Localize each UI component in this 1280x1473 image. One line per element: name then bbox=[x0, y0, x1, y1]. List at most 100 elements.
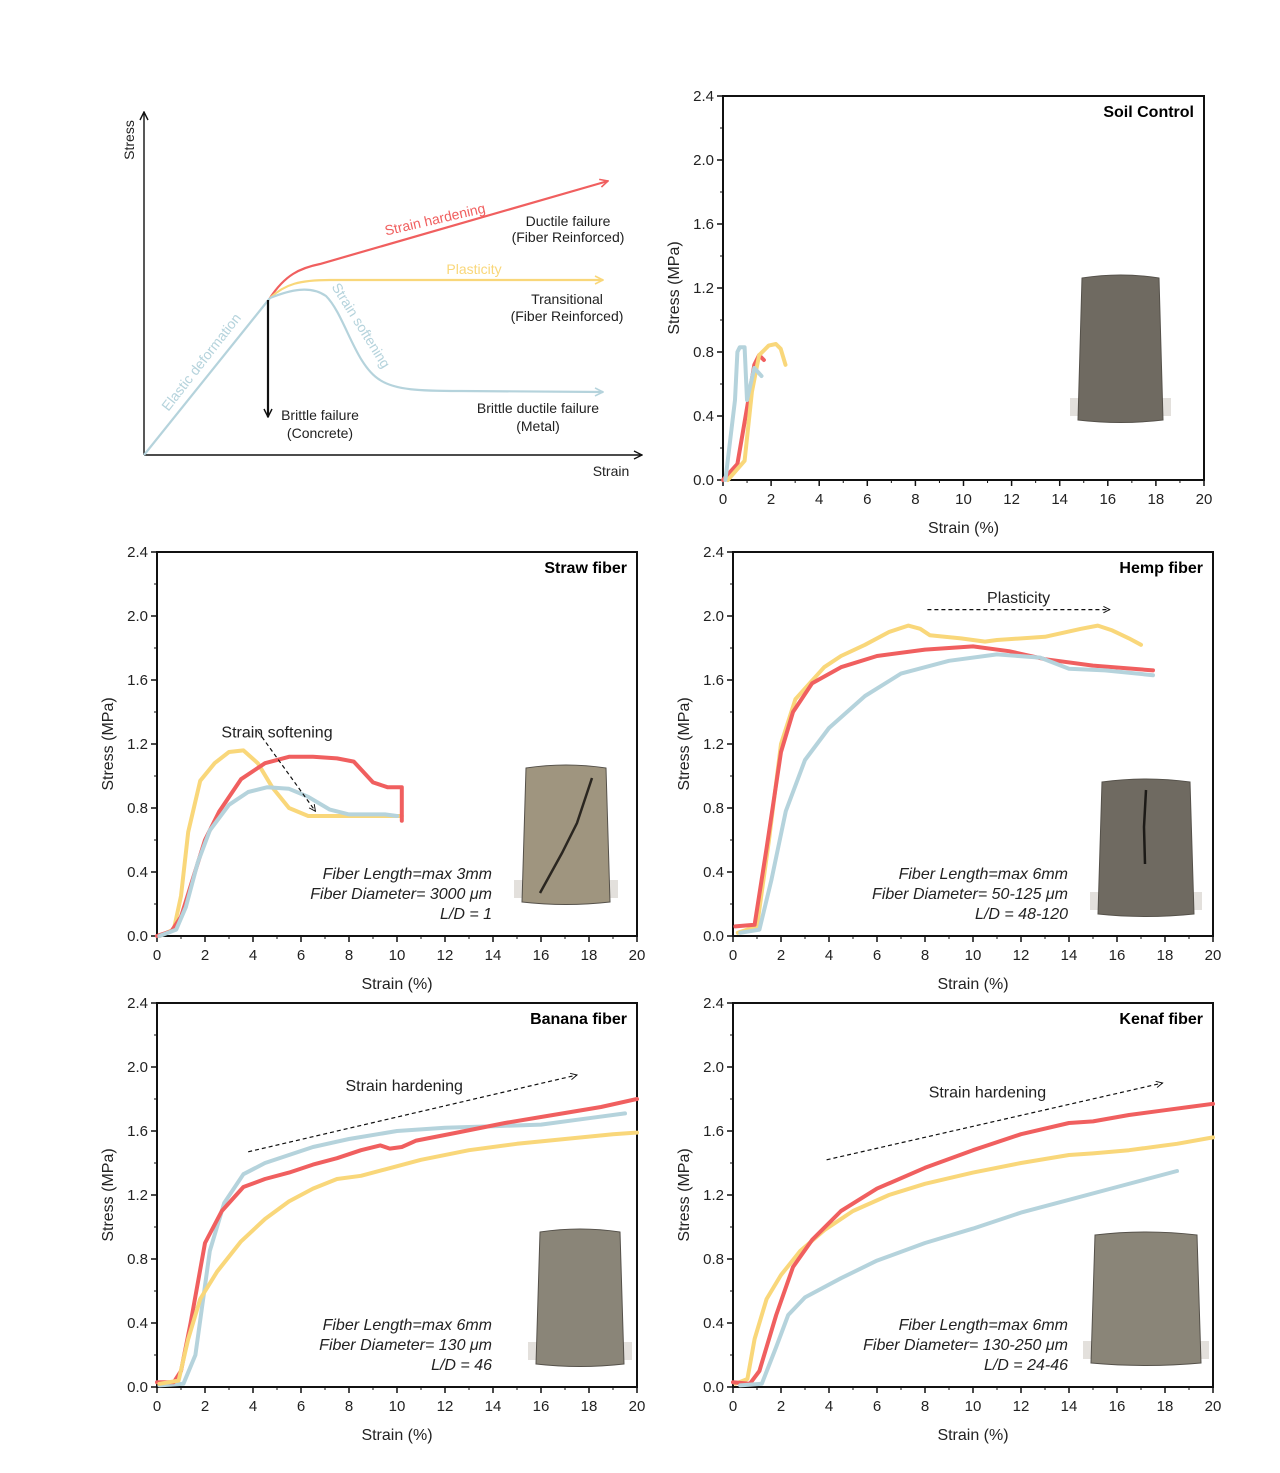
chart-title: Soil Control bbox=[1103, 104, 1194, 121]
x-tick-label: 4 bbox=[249, 947, 257, 964]
specimen-crack bbox=[1142, 789, 1148, 865]
series-line-yellow bbox=[725, 342, 788, 482]
series-line-yellow bbox=[157, 1130, 639, 1386]
x-tick-label: 0 bbox=[153, 947, 161, 964]
x-tick-label: 10 bbox=[955, 491, 972, 508]
x-tick-label: 10 bbox=[389, 947, 406, 964]
x-tick-label: 0 bbox=[153, 1398, 161, 1415]
x-tick-label: 6 bbox=[297, 1398, 305, 1415]
fiber-info-line: Fiber Length=max 3mm bbox=[323, 866, 492, 883]
chart-title: Hemp fiber bbox=[1119, 560, 1203, 577]
x-tick-label: 2 bbox=[767, 491, 775, 508]
x-tick-label: 14 bbox=[485, 1398, 502, 1415]
x-tick-label: 16 bbox=[1109, 1398, 1126, 1415]
y-tick-label: 0.0 bbox=[127, 928, 148, 945]
y-tick-label: 2.0 bbox=[703, 1059, 724, 1076]
x-tick-label: 10 bbox=[389, 1398, 406, 1415]
fiber-info-line: L/D = 24-46 bbox=[984, 1357, 1068, 1374]
y-tick-label: 0.4 bbox=[127, 1315, 148, 1332]
series-line-red bbox=[733, 644, 1155, 929]
specimen-photo bbox=[514, 764, 618, 905]
chart-banana-fiber: 0.0 0.4 0.8 1.2 1.6 2.0 2.4 0 2 4 6 8 10 12 14 16 18 20 St… bbox=[100, 995, 645, 1444]
x-tick-label: 12 bbox=[437, 1398, 454, 1415]
specimen-body bbox=[1077, 274, 1164, 423]
x-tick-label: 0 bbox=[719, 491, 727, 508]
specimen-body bbox=[535, 1228, 625, 1367]
y-tick-label: 1.6 bbox=[703, 1123, 724, 1140]
y-tick-label: 0.4 bbox=[703, 864, 724, 881]
x-tick-label: 2 bbox=[201, 1398, 209, 1415]
chart-title: Straw fiber bbox=[544, 560, 627, 577]
label-brittle-ductile: Brittle ductile failure bbox=[477, 400, 599, 416]
x-tick-label: 4 bbox=[815, 491, 823, 508]
x-axis-label: Strain (%) bbox=[928, 520, 999, 537]
x-tick-label: 4 bbox=[249, 1398, 257, 1415]
specimen-photo bbox=[1090, 778, 1202, 917]
x-tick-label: 4 bbox=[825, 947, 833, 964]
x-tick-label: 8 bbox=[921, 1398, 929, 1415]
y-tick-label: 2.4 bbox=[693, 88, 714, 105]
y-tick-label: 2.4 bbox=[703, 544, 724, 561]
x-tick-label: 12 bbox=[437, 947, 454, 964]
y-tick-label: 0.4 bbox=[703, 1315, 724, 1332]
series-line-red bbox=[155, 1097, 639, 1385]
annotation-label: Strain softening bbox=[221, 725, 332, 742]
x-tick-label: 4 bbox=[825, 1398, 833, 1415]
x-tick-label: 0 bbox=[729, 947, 737, 964]
y-axis-label: Stress (MPa) bbox=[100, 697, 117, 790]
series-line-yellow bbox=[733, 1135, 1215, 1386]
y-tick-label: 0.8 bbox=[127, 800, 148, 817]
series-line-blue bbox=[723, 345, 764, 482]
chart-kenaf-fiber: 0.0 0.4 0.8 1.2 1.6 2.0 2.4 0 2 4 6 8 10 12 14 16 18 20 St… bbox=[676, 995, 1221, 1444]
y-tick-label: 2.4 bbox=[703, 995, 724, 1012]
fiber-info-line: L/D = 48-120 bbox=[975, 906, 1068, 923]
x-tick-label: 10 bbox=[965, 1398, 982, 1415]
label-brittle-ductile-sub: (Metal) bbox=[516, 418, 560, 434]
x-axis-label: Strain (%) bbox=[361, 1427, 432, 1444]
specimen-photo bbox=[528, 1228, 632, 1367]
specimen-crack bbox=[538, 777, 594, 894]
y-axis-label: Stress (MPa) bbox=[100, 1148, 117, 1241]
x-tick-label: 20 bbox=[1205, 947, 1222, 964]
y-axis-label: Stress (MPa) bbox=[676, 697, 693, 790]
x-axis-label: Strain (%) bbox=[937, 1427, 1008, 1444]
specimen-photo bbox=[1070, 274, 1171, 423]
x-tick-label: 16 bbox=[1109, 947, 1126, 964]
chart-title: Kenaf fiber bbox=[1119, 1011, 1203, 1028]
series-line-red bbox=[155, 754, 404, 938]
y-tick-label: 0.8 bbox=[703, 800, 724, 817]
y-tick-label: 1.2 bbox=[693, 280, 714, 297]
fiber-info-line: Fiber Diameter= 3000 μm bbox=[310, 886, 492, 903]
y-tick-label: 0.8 bbox=[703, 1251, 724, 1268]
y-tick-label: 1.6 bbox=[127, 672, 148, 689]
y-tick-label: 1.2 bbox=[703, 1187, 724, 1204]
fiber-info-line: Fiber Diameter= 130 μm bbox=[319, 1337, 492, 1354]
label-brittle-failure: Brittle failure bbox=[281, 407, 359, 423]
fiber-info-line: Fiber Diameter= 130-250 μm bbox=[863, 1337, 1068, 1354]
x-tick-label: 20 bbox=[1196, 491, 1213, 508]
x-tick-label: 18 bbox=[1157, 947, 1174, 964]
annotation-label: Strain hardening bbox=[929, 1084, 1046, 1101]
plasticity-curve bbox=[269, 280, 603, 299]
label-brittle-failure-sub: (Concrete) bbox=[287, 425, 353, 441]
label-strain-hardening: Strain hardening bbox=[383, 200, 487, 239]
specimen-body bbox=[1097, 778, 1195, 917]
y-tick-label: 0.8 bbox=[693, 344, 714, 361]
x-tick-label: 8 bbox=[911, 491, 919, 508]
concept-strain-label: Strain bbox=[593, 463, 630, 479]
x-tick-label: 20 bbox=[1205, 1398, 1222, 1415]
y-tick-label: 0.8 bbox=[127, 1251, 148, 1268]
series-line-blue bbox=[157, 785, 399, 938]
label-ductile-failure-sub: (Fiber Reinforced) bbox=[512, 229, 625, 245]
y-tick-label: 2.0 bbox=[127, 1059, 148, 1076]
annotation-arrow bbox=[248, 1075, 577, 1153]
annotation-label: Strain hardening bbox=[345, 1078, 462, 1095]
x-tick-label: 2 bbox=[777, 947, 785, 964]
fiber-info-line: Fiber Length=max 6mm bbox=[323, 1317, 492, 1334]
y-tick-label: 1.6 bbox=[127, 1123, 148, 1140]
y-tick-label: 2.0 bbox=[127, 608, 148, 625]
label-elastic-deformation: Elastic deformation bbox=[158, 310, 244, 414]
x-tick-label: 18 bbox=[581, 947, 598, 964]
x-tick-label: 18 bbox=[1148, 491, 1165, 508]
fiber-info-line: Fiber Diameter= 50-125 μm bbox=[872, 886, 1068, 903]
